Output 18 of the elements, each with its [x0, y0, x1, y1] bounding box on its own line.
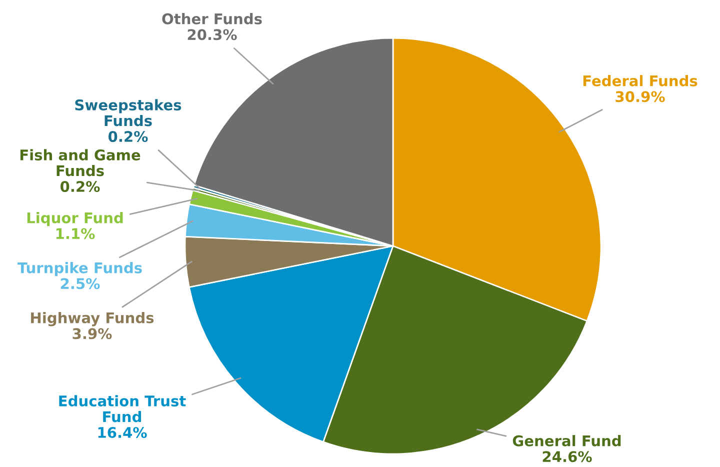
- slice-label: Highway Funds: [31, 312, 154, 326]
- slice-label: Federal Funds: [583, 75, 698, 86]
- slice-label: Liquor Fund: [27, 212, 123, 226]
- slice-label: Sweepstakes Funds: [75, 99, 182, 126]
- data-label: 2.5%: [60, 278, 100, 290]
- data-label: 30.9%: [616, 91, 665, 102]
- data-label: 0.2%: [108, 130, 148, 142]
- data-label: 20.3%: [188, 29, 237, 40]
- data-label: 1.1%: [56, 228, 95, 240]
- data-label: 3.9%: [72, 328, 112, 340]
- slice-label: Other Funds: [162, 13, 262, 24]
- data-label: 0.2%: [60, 180, 100, 192]
- slice-label: General Fund: [512, 435, 621, 446]
- slice-label: Turnpike Funds: [18, 262, 142, 276]
- slice-label: Education Trust Fund: [59, 395, 186, 422]
- data-label: 24.6%: [542, 451, 592, 462]
- slice-label: Fish and Game Funds: [20, 149, 140, 176]
- data-label: 16.4%: [98, 426, 147, 438]
